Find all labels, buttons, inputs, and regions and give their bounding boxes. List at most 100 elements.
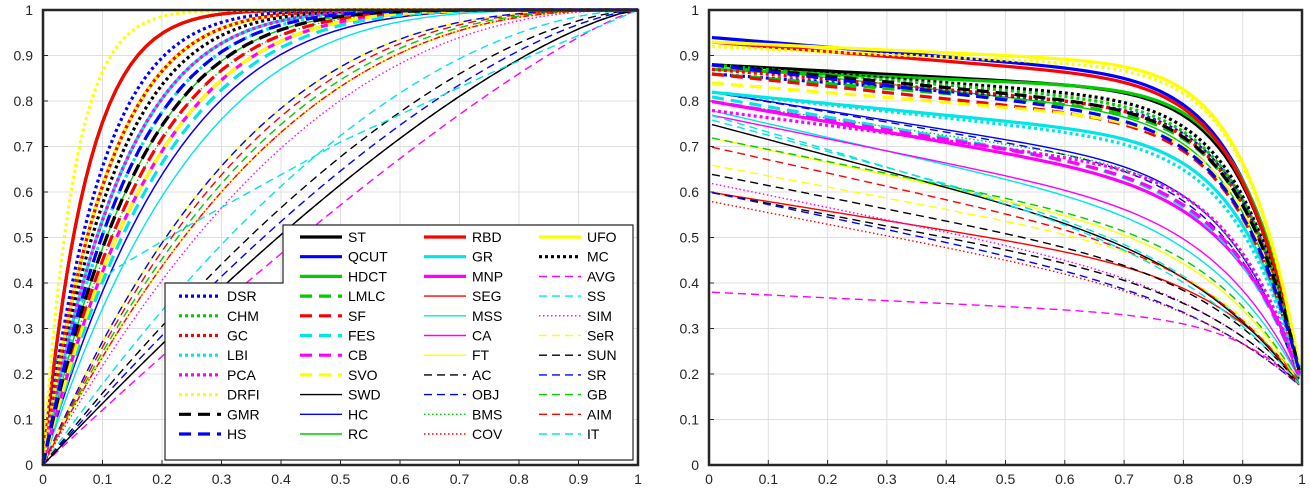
legend-label-svo: SVO [348,367,378,383]
pr-curve-obj [711,91,1300,380]
legend-label-ca: CA [472,328,492,344]
pr-x-tick-label: 0.4 [936,471,956,487]
roc-x-tick-label: 0.4 [271,471,291,487]
roc-x-tick-label: 0.7 [450,471,470,487]
roc-y-tick-label: 0.6 [14,184,34,200]
pr-curve-fes [711,95,1301,376]
pr-curve-ac [711,191,1300,386]
legend-label-chm: CHM [227,308,259,324]
pr-curve-svo [711,81,1301,375]
pr-curve-ca [711,114,1300,378]
pr-y-tick-label: 1 [691,2,699,18]
pr-y-tick-label: 0.6 [680,184,700,200]
roc-curve-mc [41,8,638,466]
legend-label-aim: AIM [587,406,612,422]
roc-curve-ser [42,9,639,466]
pr-curve-hs [711,63,1301,372]
legend-label-sr: SR [587,367,606,383]
legend-label-sun: SUN [587,347,617,363]
pr-y-tick-label: 0.4 [680,275,700,291]
roc-x-tick-label: 0.1 [93,471,113,487]
pr-y-tick-label: 0.8 [680,93,700,109]
pr-x-tick-label: 0.9 [1233,471,1253,487]
pr-curve-sun [711,173,1300,385]
legend-label-mnp: MNP [472,268,503,284]
roc-curve-aim [42,9,639,466]
legend-label-gc: GC [227,328,248,344]
roc-y-tick-label: 0.7 [14,139,34,155]
pr-y-tick-label: 0 [691,457,699,473]
roc-x-tick-label: 0 [39,471,47,487]
pr-x-tick-label: 0.5 [996,471,1016,487]
legend-label-qcut: QCUT [348,249,388,265]
pr-x-tick-label: 0.8 [1174,471,1194,487]
roc-y-tick-label: 0.3 [14,321,34,337]
pr-curve-sim [711,182,1300,386]
pr-curve-sr [711,191,1300,386]
roc-x-tick-label: 0.9 [569,471,589,487]
legend-label-ft: FT [472,347,490,363]
pr-curve-cov [711,200,1300,386]
legend-label-sf: SF [348,308,366,324]
pr-y-tick-label: 0.9 [680,48,700,64]
legend-label-mss: MSS [472,308,502,324]
roc-axes-box [41,8,640,467]
legend-label-ufo: UFO [587,229,617,245]
legend-label-sim: SIM [587,308,612,324]
legend-label-hc: HC [348,406,368,422]
roc-curve-cov [42,9,639,466]
roc-y-tick-label: 0.1 [14,412,34,428]
roc-curve-gb [42,9,639,466]
legend-label-gmr: GMR [227,406,260,422]
legend-label-drfi: DRFI [227,387,260,403]
pr-plot: 0 0.1 0.2 0.3 0.4 0.5 0.6 0.7 0.8 0.9 1 0 0.1 0.2 0.3 0… [680,2,1307,487]
roc-curve-obj [42,9,639,466]
legend-label-swd: SWD [348,387,381,403]
legend-label-ac: AC [472,367,491,383]
legend-label-it: IT [587,426,600,442]
legend-label-gb: GB [587,387,607,403]
pr-curve-pca [711,108,1301,375]
legend-label-rbd: RBD [472,229,502,245]
roc-y-tick-label: 0.8 [14,93,34,109]
pr-curve-bms [711,100,1300,379]
roc-curve-sr [42,9,639,466]
roc-x-tick-label: 0.6 [390,471,410,487]
pr-curves [711,35,1301,386]
legend-label-pca: PCA [227,367,256,383]
legend-label-fes: FES [348,328,375,344]
legend-box [164,224,634,461]
pr-curve-gmr [711,63,1301,371]
pr-curve-seg [711,191,1300,380]
legend-label-hdct: HDCT [348,268,387,284]
legend-label-rc: RC [348,426,368,442]
legend-label-bms: BMS [472,406,502,422]
roc-curve-sim [42,9,639,466]
legend: ST QCUT HDCT RBD GR MNP UFO MC AVG DSR LMLC SEG SS CH… [164,224,634,461]
legend-label-seg: SEG [472,288,502,304]
pr-curve-cb [711,99,1301,376]
legend-label-cov: COV [472,426,503,442]
legend-label-dsr: DSR [227,288,257,304]
pr-curve-mss [711,110,1300,379]
pr-x-tick-label: 0 [705,471,713,487]
pr-y-tick-label: 0.3 [680,321,700,337]
pr-y-tick-label: 0.5 [680,230,700,246]
pr-x-tick-label: 0.2 [818,471,838,487]
roc-x-tick-label: 0.2 [152,471,172,487]
roc-y-tick-label: 0 [25,457,33,473]
pr-curve-sf [711,72,1301,376]
pr-x-tick-label: 0.1 [759,471,779,487]
pr-curve-avg [711,291,1300,386]
pr-y-tick-label: 0.1 [680,412,700,428]
legend-label-avg: AVG [587,268,616,284]
legend-label-lbi: LBI [227,347,248,363]
pr-y-tick-label: 0.2 [680,366,700,382]
pr-x-tick-label: 0.6 [1055,471,1075,487]
pr-y-tick-label: 0.7 [680,139,700,155]
legend-label-mc: MC [587,249,609,265]
roc-plot: 0 0.1 0.2 0.3 0.4 0.5 0.6 0.7 0.8 0.9 1 0 0.1 0.2 0.3 0… [14,2,643,487]
pr-axes-box [707,8,1304,467]
pr-curve-ft [711,137,1300,384]
